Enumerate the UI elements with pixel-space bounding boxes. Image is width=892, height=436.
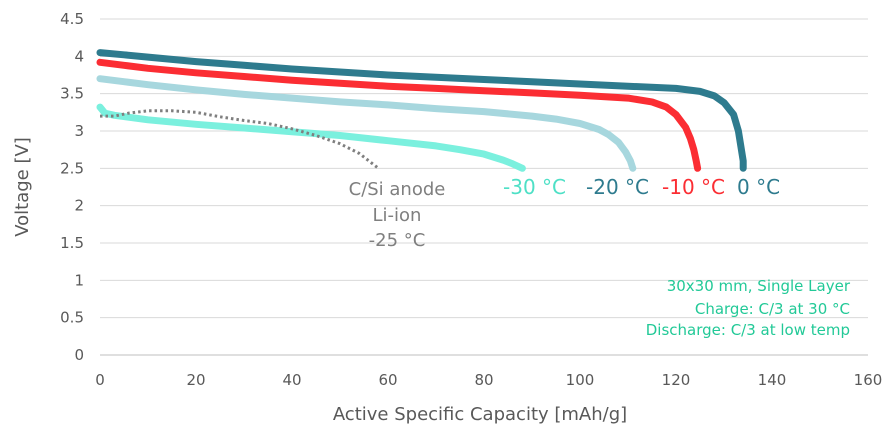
series-label-minus30: -30 °C: [503, 175, 566, 199]
conditions-line-1: 30x30 mm, Single Layer: [667, 277, 851, 295]
y-tick-label: 0.5: [60, 309, 84, 327]
chart: 0 0.5 1 1.5 2 2.5 3 3.5 4 4.5 0 20 40 60 80 100 120 140 1…: [0, 0, 892, 436]
series-line-3: [100, 107, 522, 168]
x-tick-label: 20: [186, 371, 205, 389]
y-tick-label: 1: [74, 271, 84, 289]
y-tick-label: 2: [74, 197, 84, 215]
anode-annotation-line-2: Li-ion: [373, 205, 422, 226]
x-tick-label: 0: [95, 371, 105, 389]
x-tick-label: 60: [378, 371, 397, 389]
x-tick-label: 160: [854, 371, 883, 389]
x-tick-label: 100: [566, 371, 595, 389]
plot-lines: [100, 53, 743, 169]
x-axis-ticks: 0 20 40 60 80 100 120 140 160: [95, 371, 882, 389]
y-tick-label: 0: [74, 346, 84, 364]
conditions-line-3: Discharge: C/3 at low temp: [646, 321, 850, 339]
y-tick-label: 1.5: [60, 234, 84, 252]
anode-annotation-line-3: -25 °C: [369, 230, 426, 251]
y-tick-label: 3: [74, 122, 84, 140]
x-tick-label: 40: [282, 371, 301, 389]
y-tick-label: 3.5: [60, 85, 84, 103]
y-axis-title: Voltage [V]: [12, 137, 33, 237]
conditions-line-2: Charge: C/3 at 30 °C: [695, 300, 850, 318]
y-axis-ticks: 0 0.5 1 1.5 2 2.5 3 3.5 4 4.5: [60, 10, 84, 364]
x-tick-label: 120: [662, 371, 691, 389]
series-label-minus20: -20 °C: [586, 175, 649, 199]
y-tick-label: 4: [74, 47, 84, 65]
x-tick-label: 80: [474, 371, 493, 389]
anode-annotation-line-1: C/Si anode: [349, 179, 446, 200]
x-tick-label: 140: [758, 371, 787, 389]
series-label-minus10: -10 °C: [662, 175, 725, 199]
y-tick-label: 4.5: [60, 10, 84, 28]
y-tick-label: 2.5: [60, 159, 84, 177]
x-axis-title: Active Specific Capacity [mAh/g]: [333, 404, 627, 425]
series-label-0: 0 °C: [737, 175, 780, 199]
